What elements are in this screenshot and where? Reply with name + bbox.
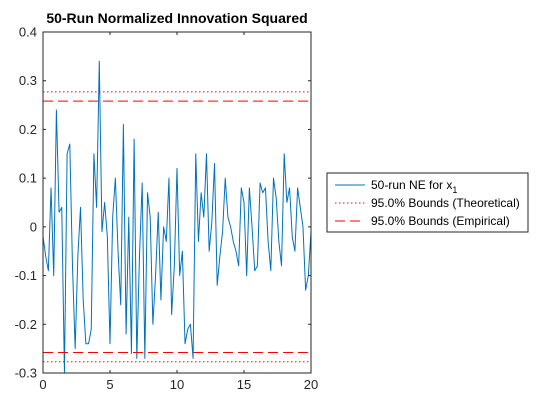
y-tick-label: 0 (30, 219, 37, 234)
legend-label-2: 95.0% Bounds (Empirical) (371, 214, 510, 228)
legend-label-0: 50-run NE for x1 (371, 178, 457, 195)
y-axis-ticks: -0.3 -0.2 -0.1 0 0.1 0.2 0.3 0.4 (15, 25, 311, 381)
x-tick-label: 20 (304, 377, 318, 392)
y-tick-label: -0.1 (15, 268, 37, 283)
y-tick-label: -0.3 (15, 366, 37, 381)
x-tick-label: 5 (106, 377, 113, 392)
x-tick-label: 15 (237, 377, 251, 392)
series-line-ne (43, 60, 311, 373)
bounds-layer (43, 91, 311, 363)
axes-background (43, 32, 311, 373)
x-tick-label: 10 (170, 377, 184, 392)
series-layer (43, 60, 311, 373)
y-tick-label: 0.1 (19, 171, 37, 186)
plot-axes[interactable]: 0 5 10 15 20 -0.3 -0.2 -0.1 0 0.1 0.2 0.3 0.4 (15, 25, 319, 393)
y-tick-label: 0.2 (19, 122, 37, 137)
chart-title: 50-Run Normalized Innovation Squared (46, 10, 307, 26)
y-tick-label: -0.2 (15, 317, 37, 332)
legend-label-subscript: 1 (452, 185, 457, 195)
x-axis-ticks: 0 5 10 15 20 (39, 32, 318, 392)
legend-label-1: 95.0% Bounds (Theoretical) (371, 196, 520, 210)
y-tick-label: 0.4 (19, 25, 37, 40)
y-tick-label: 0.3 (19, 73, 37, 88)
x-tick-label: 0 (39, 377, 46, 392)
